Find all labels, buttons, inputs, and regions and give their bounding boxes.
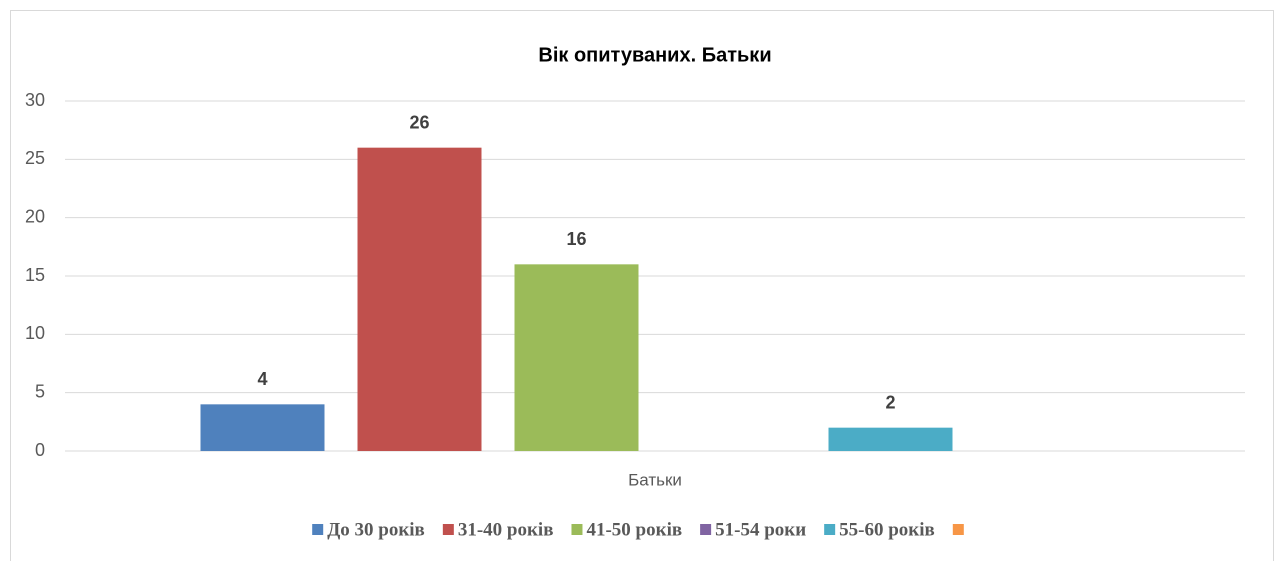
chart-title: Вік опитуваних. Батьки <box>538 44 771 66</box>
y-tick-label: 30 <box>25 90 45 110</box>
data-label: 4 <box>257 369 267 389</box>
legend-swatch <box>442 524 454 535</box>
legend-label: До 30 років <box>327 519 425 540</box>
chart-border <box>10 10 1274 561</box>
y-tick-label: 0 <box>35 440 45 460</box>
data-label: 2 <box>885 392 895 412</box>
legend-label: 51-54 роки <box>715 519 806 540</box>
y-tick-label: 25 <box>25 148 45 168</box>
legend-label: 41-50 років <box>586 519 682 540</box>
legend-label: 31-40 років <box>458 519 554 540</box>
legend-swatch <box>824 524 836 535</box>
legend-swatch <box>571 524 583 535</box>
bar <box>357 147 482 451</box>
y-tick-label: 20 <box>25 206 45 226</box>
legend-swatch <box>700 524 712 535</box>
legend-swatch <box>312 524 324 535</box>
y-tick-label: 5 <box>35 381 45 401</box>
y-tick-label: 15 <box>25 265 45 285</box>
data-label: 26 <box>409 112 429 132</box>
legend: До 30 років 31-40 років 41-50 років 51-54 р… <box>312 519 964 540</box>
x-tick-label: Батьки <box>628 470 682 489</box>
legend-label: 55-60 років <box>839 519 935 540</box>
bar <box>828 427 953 451</box>
legend-swatch <box>952 524 964 535</box>
y-tick-label: 10 <box>25 323 45 343</box>
bar <box>514 264 639 451</box>
bar <box>200 404 325 451</box>
data-label: 16 <box>566 229 586 249</box>
